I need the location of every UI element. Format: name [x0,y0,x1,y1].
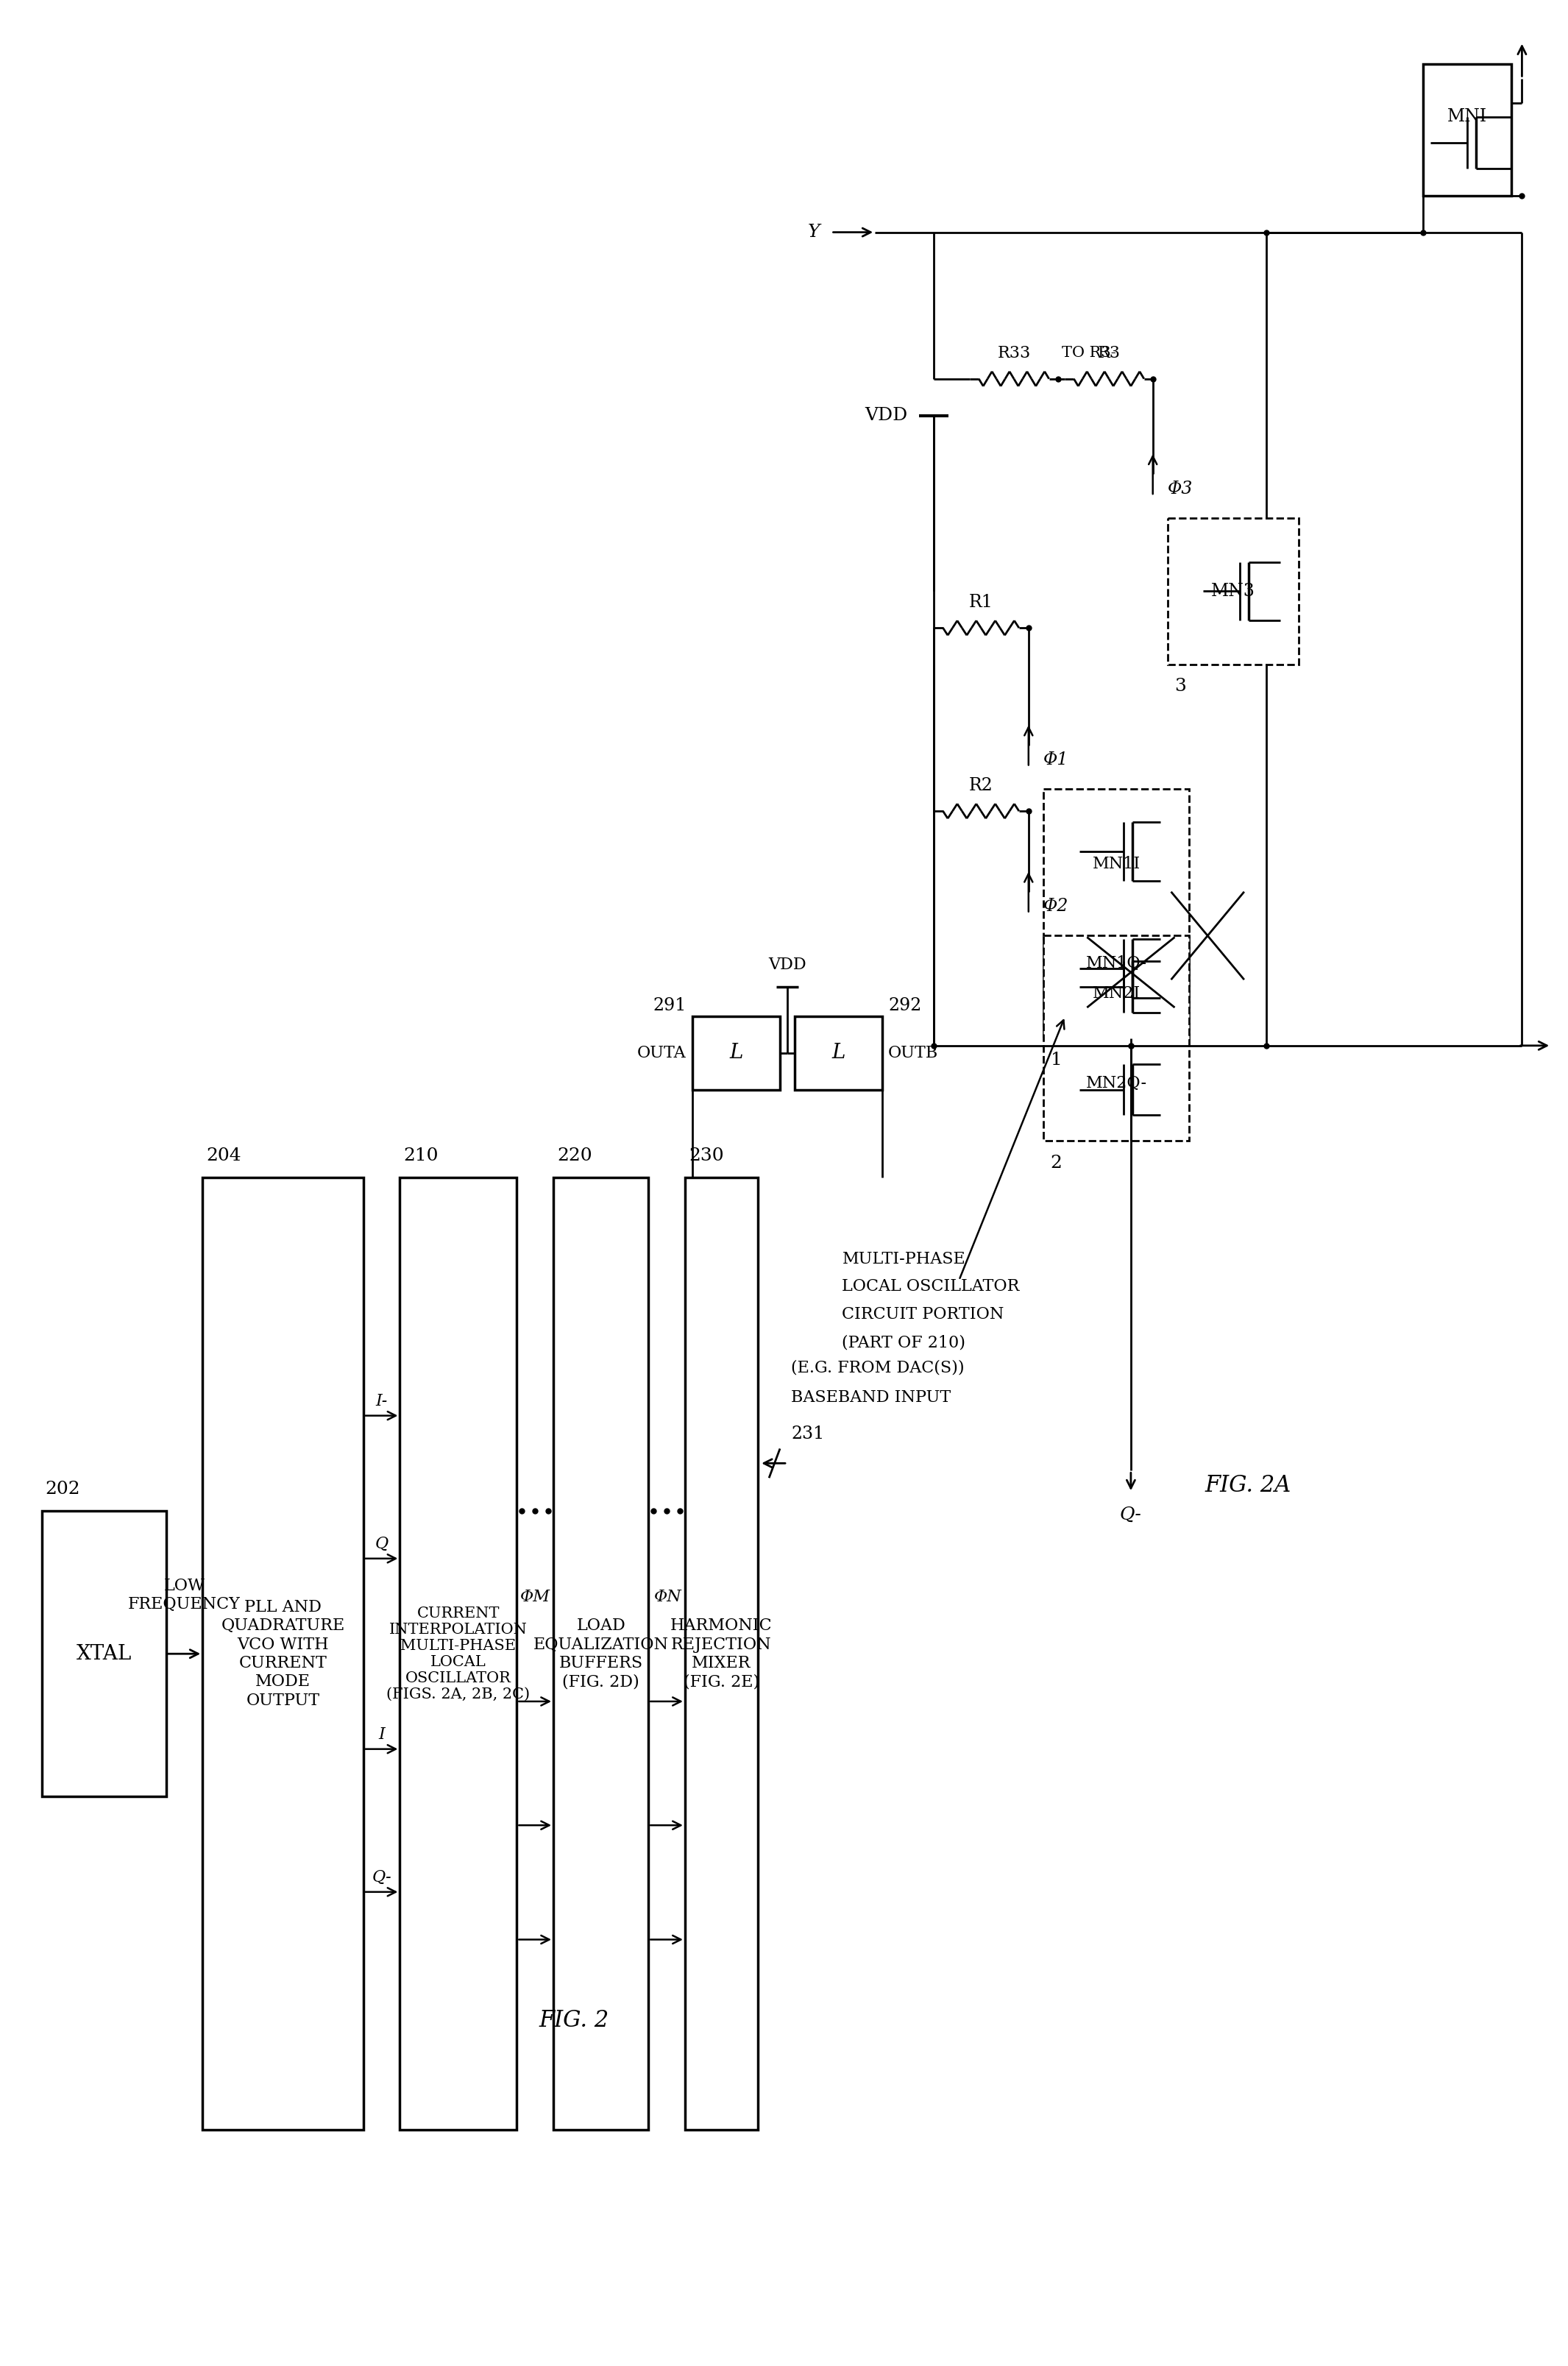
Text: Q-: Q- [372,1869,392,1886]
Text: I: I [378,1727,384,1741]
Text: 202: 202 [45,1481,80,1498]
Text: I-: I- [376,1394,387,1410]
Text: ΦM: ΦM [519,1588,550,1604]
Text: HARMONIC
REJECTION
MIXER
(FIG. 2E): HARMONIC REJECTION MIXER (FIG. 2E) [671,1618,773,1689]
Text: (PART OF 210): (PART OF 210) [842,1334,966,1351]
Bar [554,1178,649,2129]
Bar [685,1178,757,2129]
Bar [1168,518,1298,665]
Text: FIG. 2: FIG. 2 [539,2009,608,2032]
Text: VDD: VDD [768,956,806,972]
Text: Φ2: Φ2 [1043,899,1068,916]
Text: 230: 230 [688,1148,724,1164]
Text: BASEBAND INPUT: BASEBAND INPUT [790,1389,950,1405]
Bar [400,1178,517,2129]
Text: Y: Y [808,225,820,241]
Text: 210: 210 [403,1148,439,1164]
Text: LOW
FREQUENCY: LOW FREQUENCY [129,1578,240,1614]
Text: FIG. 2A: FIG. 2A [1204,1474,1290,1498]
Text: LOAD
EQUALIZATION
BUFFERS
(FIG. 2D): LOAD EQUALIZATION BUFFERS (FIG. 2D) [533,1618,668,1689]
Bar [691,1017,779,1091]
Text: R3: R3 [1098,345,1121,362]
Bar [1043,790,1190,1039]
Text: 2: 2 [1051,1155,1062,1171]
Text: L: L [831,1043,845,1062]
Bar [1424,64,1512,196]
Text: OUTA: OUTA [637,1046,687,1060]
Text: 291: 291 [652,996,687,1013]
Text: MN2Q-: MN2Q- [1085,1074,1146,1091]
Text: 231: 231 [790,1424,825,1443]
Text: 204: 204 [205,1148,241,1164]
Bar [1043,935,1190,1140]
Text: (E.G. FROM DAC(S)): (E.G. FROM DAC(S)) [790,1360,964,1377]
Text: PLL AND
QUADRATURE
VCO WITH
CURRENT
MODE
OUTPUT: PLL AND QUADRATURE VCO WITH CURRENT MODE… [221,1599,345,1708]
Text: L: L [729,1043,743,1062]
Bar [795,1017,883,1091]
Text: R33: R33 [997,345,1030,362]
Text: Φ1: Φ1 [1043,752,1068,769]
Bar [202,1178,364,2129]
Bar [42,1512,166,1796]
Text: Q: Q [375,1536,389,1552]
Text: Φ3: Φ3 [1168,480,1193,497]
Text: TO R3-: TO R3- [1062,345,1116,360]
Text: 292: 292 [887,996,922,1013]
Text: MN2I: MN2I [1093,984,1140,1001]
Text: Q-: Q- [1120,1507,1142,1524]
Text: LOCAL OSCILLATOR: LOCAL OSCILLATOR [842,1278,1019,1294]
Text: ΦN: ΦN [654,1588,681,1604]
Text: MN1I: MN1I [1093,856,1140,873]
Text: MULTI-PHASE: MULTI-PHASE [842,1252,966,1266]
Text: VDD: VDD [866,407,908,424]
Text: CIRCUIT PORTION: CIRCUIT PORTION [842,1306,1004,1323]
Text: R1: R1 [969,594,993,610]
Text: MN3: MN3 [1210,582,1256,599]
Text: 1: 1 [1051,1053,1062,1069]
Text: MNI: MNI [1447,109,1486,125]
Text: R2: R2 [969,776,993,795]
Text: CURRENT
INTERPOLATION
MULTI-PHASE
LOCAL
OSCILLATOR
(FIGS. 2A, 2B, 2C): CURRENT INTERPOLATION MULTI-PHASE LOCAL … [387,1607,530,1701]
Text: XTAL: XTAL [77,1644,132,1663]
Text: MN1Q-: MN1Q- [1085,956,1146,972]
Text: 3: 3 [1174,679,1187,696]
Text: 220: 220 [557,1148,593,1164]
Text: OUTB: OUTB [887,1046,938,1060]
